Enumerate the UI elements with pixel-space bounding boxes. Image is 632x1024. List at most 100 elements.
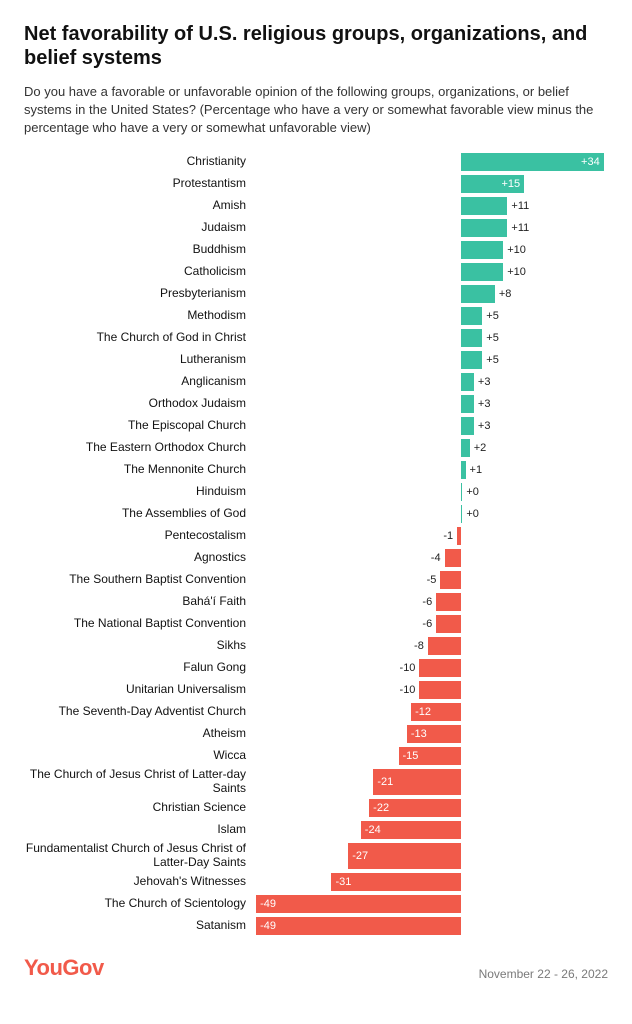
chart-row: Satanism-49 bbox=[24, 915, 608, 937]
chart-row: The Southern Baptist Convention-5 bbox=[24, 569, 608, 591]
chart-row: Orthodox Judaism+3 bbox=[24, 393, 608, 415]
row-label: Pentecostalism bbox=[24, 529, 252, 543]
chart-row: Buddhism+10 bbox=[24, 239, 608, 261]
bar bbox=[461, 307, 482, 325]
bar-value-label: +15 bbox=[501, 178, 520, 190]
chart-row: The Seventh-Day Adventist Church -12 bbox=[24, 701, 608, 723]
bar-value-label: -10 bbox=[400, 662, 416, 674]
chart-row: Wicca-15 bbox=[24, 745, 608, 767]
chart-row: Agnostics-4 bbox=[24, 547, 608, 569]
row-bar-area: -27 bbox=[252, 841, 608, 871]
chart-row: The Episcopal Church+3 bbox=[24, 415, 608, 437]
chart-row: Amish+11 bbox=[24, 195, 608, 217]
row-label: Sikhs bbox=[24, 639, 252, 653]
bar bbox=[461, 505, 462, 523]
row-bar-area: -49 bbox=[252, 893, 608, 915]
chart-row: Judaism+11 bbox=[24, 217, 608, 239]
yougov-logo: YouGov bbox=[24, 955, 104, 981]
chart-row: Lutheranism +5 bbox=[24, 349, 608, 371]
chart-row: The Church of God in Christ +5 bbox=[24, 327, 608, 349]
chart-row: Protestantism+15 bbox=[24, 173, 608, 195]
row-label: The Mennonite Church bbox=[24, 463, 252, 477]
bar-value-label: -22 bbox=[373, 802, 389, 814]
row-bar-area: -4 bbox=[252, 547, 608, 569]
chart-row: The Assemblies of God+0 bbox=[24, 503, 608, 525]
row-label: Christian Science bbox=[24, 801, 252, 815]
date-range: November 22 - 26, 2022 bbox=[479, 967, 608, 981]
row-bar-area: -15 bbox=[252, 745, 608, 767]
chart-subtitle: Do you have a favorable or unfavorable o… bbox=[24, 83, 608, 138]
bar-value-label: +8 bbox=[499, 288, 512, 300]
row-label: The National Baptist Convention bbox=[24, 617, 252, 631]
row-bar-area: +0 bbox=[252, 481, 608, 503]
row-bar-area: +11 bbox=[252, 195, 608, 217]
row-bar-area: +34 bbox=[252, 151, 608, 173]
bar-value-label: -13 bbox=[411, 728, 427, 740]
row-bar-area: +3 bbox=[252, 415, 608, 437]
bar bbox=[256, 895, 461, 913]
chart-row: Catholicism +10 bbox=[24, 261, 608, 283]
chart-row: The Church of Jesus Christ of Latter-day… bbox=[24, 767, 608, 797]
row-label: The Church of God in Christ bbox=[24, 331, 252, 345]
row-bar-area: +10 bbox=[252, 239, 608, 261]
row-bar-area: -1 bbox=[252, 525, 608, 547]
chart-row: Hinduism+0 bbox=[24, 481, 608, 503]
bar-value-label: -15 bbox=[403, 750, 419, 762]
row-label: Atheism bbox=[24, 727, 252, 741]
chart-row: Christian Science -22 bbox=[24, 797, 608, 819]
chart-row: Falun Gong-10 bbox=[24, 657, 608, 679]
row-bar-area: -21 bbox=[252, 767, 608, 797]
bar-value-label: +5 bbox=[486, 354, 499, 366]
row-label: Lutheranism bbox=[24, 353, 252, 367]
bar-value-label: +0 bbox=[466, 486, 479, 498]
chart-title: Net favorability of U.S. religious group… bbox=[24, 22, 608, 71]
bar bbox=[461, 329, 482, 347]
bar-value-label: -27 bbox=[352, 850, 368, 862]
bar-value-label: -12 bbox=[415, 706, 431, 718]
bar-value-label: +10 bbox=[507, 244, 526, 256]
row-label: Methodism bbox=[24, 309, 252, 323]
bar-value-label: -49 bbox=[260, 898, 276, 910]
bar-value-label: +5 bbox=[486, 310, 499, 322]
bar-value-label: -6 bbox=[422, 618, 432, 630]
bar-value-label: +10 bbox=[507, 266, 526, 278]
row-bar-area: -6 bbox=[252, 591, 608, 613]
bar-value-label: +1 bbox=[470, 464, 483, 476]
row-label: Anglicanism bbox=[24, 375, 252, 389]
bar-value-label: -10 bbox=[400, 684, 416, 696]
row-label: The Southern Baptist Convention bbox=[24, 573, 252, 587]
chart-row: Atheism -13 bbox=[24, 723, 608, 745]
chart-row: The Mennonite Church +1 bbox=[24, 459, 608, 481]
row-bar-area: -8 bbox=[252, 635, 608, 657]
chart-footer: YouGov November 22 - 26, 2022 bbox=[24, 955, 608, 981]
row-label: Jehovah's Witnesses bbox=[24, 875, 252, 889]
bar-value-label: +5 bbox=[486, 332, 499, 344]
bar-value-label: -1 bbox=[443, 530, 453, 542]
bar bbox=[419, 659, 461, 677]
row-bar-area: +15 bbox=[252, 173, 608, 195]
bar bbox=[436, 593, 461, 611]
bar-value-label: -21 bbox=[377, 776, 393, 788]
chart-row: The Eastern Orthodox Church+2 bbox=[24, 437, 608, 459]
row-bar-area: +5 bbox=[252, 327, 608, 349]
chart-row: Sikhs-8 bbox=[24, 635, 608, 657]
bar bbox=[457, 527, 461, 545]
row-label: Fundamentalist Church of Jesus Christ of… bbox=[24, 843, 252, 871]
bar-value-label: +2 bbox=[474, 442, 487, 454]
bar-value-label: -24 bbox=[365, 824, 381, 836]
row-label: Orthodox Judaism bbox=[24, 397, 252, 411]
bar bbox=[419, 681, 461, 699]
bar bbox=[436, 615, 461, 633]
row-label: The Assemblies of God bbox=[24, 507, 252, 521]
row-label: The Seventh-Day Adventist Church bbox=[24, 705, 252, 719]
bar bbox=[461, 197, 507, 215]
bar bbox=[445, 549, 462, 567]
bar bbox=[461, 351, 482, 369]
bar-value-label: -31 bbox=[335, 876, 351, 888]
bar bbox=[461, 461, 465, 479]
row-label: Satanism bbox=[24, 919, 252, 933]
bar bbox=[461, 219, 507, 237]
row-label: The Church of Jesus Christ of Latter-day… bbox=[24, 769, 252, 797]
row-bar-area: +10 bbox=[252, 261, 608, 283]
row-label: Catholicism bbox=[24, 265, 252, 279]
